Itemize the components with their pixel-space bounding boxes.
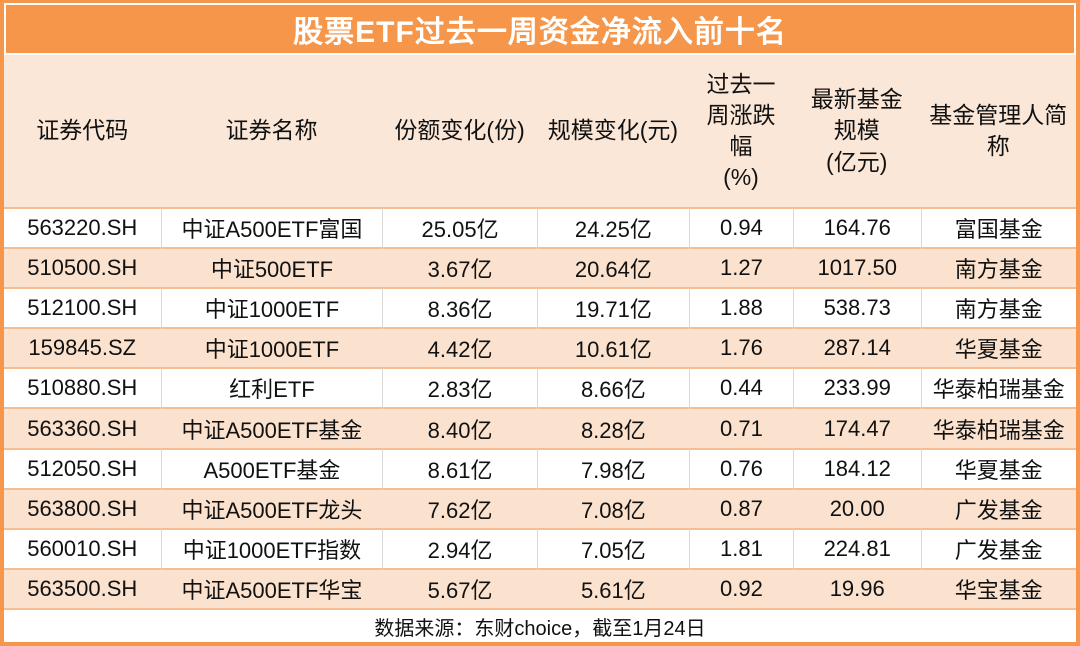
cell-security-name: 红利ETF: [160, 367, 383, 408]
cell-scale-change: 7.05亿: [536, 527, 689, 568]
table-row: 563220.SH 中证A500ETF富国 25.05亿 24.25亿 0.94…: [4, 207, 1076, 248]
cell-week-change-pct: 1.27: [688, 247, 793, 288]
cell-latest-fund-size: 164.76: [792, 207, 921, 248]
cell-fund-manager: 华夏基金: [920, 327, 1076, 368]
cell-share-change: 2.94亿: [382, 527, 537, 568]
cell-latest-fund-size: 538.73: [792, 287, 921, 328]
col-header-share-change: 份额变化(份): [382, 55, 537, 207]
cell-security-code: 563360.SH: [4, 407, 161, 448]
cell-share-change: 5.67亿: [382, 567, 537, 608]
table-row: 510880.SH 红利ETF 2.83亿 8.66亿 0.44 233.99 …: [4, 367, 1076, 408]
cell-security-code: 512100.SH: [4, 287, 161, 328]
cell-scale-change: 8.28亿: [536, 407, 689, 448]
cell-scale-change: 5.61亿: [536, 567, 689, 608]
col-header-fund-manager: 基金管理人简 称: [920, 55, 1076, 207]
cell-security-code: 560010.SH: [4, 527, 161, 568]
table-row: 159845.SZ 中证1000ETF 4.42亿 10.61亿 1.76 28…: [4, 327, 1076, 368]
cell-week-change-pct: 0.87: [688, 487, 793, 528]
table-body: 563220.SH 中证A500ETF富国 25.05亿 24.25亿 0.94…: [4, 207, 1076, 608]
cell-scale-change: 7.98亿: [536, 447, 689, 488]
cell-security-code: 159845.SZ: [4, 327, 161, 368]
cell-latest-fund-size: 1017.50: [792, 247, 921, 288]
cell-week-change-pct: 0.44: [688, 367, 793, 408]
cell-week-change-pct: 0.71: [688, 407, 793, 448]
col-header-week-change-pct: 过去一 周涨跌 幅 (%): [688, 55, 793, 207]
cell-fund-manager: 华泰柏瑞基金: [920, 367, 1076, 408]
cell-scale-change: 7.08亿: [536, 487, 689, 528]
cell-week-change-pct: 0.76: [688, 447, 793, 488]
table-row: 510500.SH 中证500ETF 3.67亿 20.64亿 1.27 101…: [4, 247, 1076, 288]
page-title: 股票ETF过去一周资金净流入前十名: [293, 16, 787, 49]
cell-security-name: 中证A500ETF龙头: [160, 487, 383, 528]
cell-security-name: 中证500ETF: [160, 247, 383, 288]
col-header-scale-change: 规模变化(元): [536, 55, 689, 207]
cell-share-change: 8.61亿: [382, 447, 537, 488]
cell-fund-manager: 华宝基金: [920, 567, 1076, 608]
cell-security-code: 510500.SH: [4, 247, 161, 288]
etf-inflow-table: 证券代码 证券名称 份额变化(份) 规模变化(元) 过去一 周涨跌 幅 (%) …: [4, 55, 1076, 608]
cell-latest-fund-size: 20.00: [792, 487, 921, 528]
cell-share-change: 8.40亿: [382, 407, 537, 448]
cell-week-change-pct: 0.94: [688, 207, 793, 248]
table-row: 563500.SH 中证A500ETF华宝 5.67亿 5.61亿 0.92 1…: [4, 567, 1076, 608]
cell-security-name: 中证A500ETF基金: [160, 407, 383, 448]
table-row: 563800.SH 中证A500ETF龙头 7.62亿 7.08亿 0.87 2…: [4, 487, 1076, 528]
cell-scale-change: 19.71亿: [536, 287, 689, 328]
col-header-latest-fund-size: 最新基金 规模 (亿元): [792, 55, 921, 207]
cell-week-change-pct: 1.88: [688, 287, 793, 328]
cell-fund-manager: 南方基金: [920, 287, 1076, 328]
cell-latest-fund-size: 233.99: [792, 367, 921, 408]
table-row: 512100.SH 中证1000ETF 8.36亿 19.71亿 1.88 53…: [4, 287, 1076, 328]
cell-security-code: 563500.SH: [4, 567, 161, 608]
cell-latest-fund-size: 224.81: [792, 527, 921, 568]
cell-security-code: 512050.SH: [4, 447, 161, 488]
cell-fund-manager: 华泰柏瑞基金: [920, 407, 1076, 448]
cell-latest-fund-size: 184.12: [792, 447, 921, 488]
cell-fund-manager: 南方基金: [920, 247, 1076, 288]
cell-fund-manager: 华夏基金: [920, 447, 1076, 488]
cell-week-change-pct: 1.81: [688, 527, 793, 568]
cell-latest-fund-size: 287.14: [792, 327, 921, 368]
cell-fund-manager: 富国基金: [920, 207, 1076, 248]
page-title-bar: 股票ETF过去一周资金净流入前十名: [4, 3, 1076, 55]
source-note: 数据来源：东财choice，截至1月24日: [4, 608, 1076, 642]
cell-share-change: 2.83亿: [382, 367, 537, 408]
cell-security-code: 563800.SH: [4, 487, 161, 528]
table-row: 560010.SH 中证1000ETF指数 2.94亿 7.05亿 1.81 2…: [4, 527, 1076, 568]
col-header-security-code: 证券代码: [4, 55, 161, 207]
cell-scale-change: 8.66亿: [536, 367, 689, 408]
cell-scale-change: 10.61亿: [536, 327, 689, 368]
table-row: 512050.SH A500ETF基金 8.61亿 7.98亿 0.76 184…: [4, 447, 1076, 488]
cell-share-change: 25.05亿: [382, 207, 537, 248]
table-header-row: 证券代码 证券名称 份额变化(份) 规模变化(元) 过去一 周涨跌 幅 (%) …: [4, 55, 1076, 207]
cell-share-change: 4.42亿: [382, 327, 537, 368]
cell-security-name: 中证1000ETF: [160, 327, 383, 368]
cell-latest-fund-size: 19.96: [792, 567, 921, 608]
etf-table-container: 证券代码 证券名称 份额变化(份) 规模变化(元) 过去一 周涨跌 幅 (%) …: [4, 55, 1076, 608]
cell-share-change: 3.67亿: [382, 247, 537, 288]
cell-scale-change: 24.25亿: [536, 207, 689, 248]
cell-week-change-pct: 1.76: [688, 327, 793, 368]
cell-security-name: 中证1000ETF: [160, 287, 383, 328]
cell-security-name: 中证A500ETF富国: [160, 207, 383, 248]
cell-security-code: 510880.SH: [4, 367, 161, 408]
cell-security-name: A500ETF基金: [160, 447, 383, 488]
col-header-security-name: 证券名称: [160, 55, 383, 207]
cell-fund-manager: 广发基金: [920, 527, 1076, 568]
table-row: 563360.SH 中证A500ETF基金 8.40亿 8.28亿 0.71 1…: [4, 407, 1076, 448]
cell-security-name: 中证A500ETF华宝: [160, 567, 383, 608]
cell-share-change: 8.36亿: [382, 287, 537, 328]
cell-week-change-pct: 0.92: [688, 567, 793, 608]
cell-share-change: 7.62亿: [382, 487, 537, 528]
cell-fund-manager: 广发基金: [920, 487, 1076, 528]
cell-security-code: 563220.SH: [4, 207, 161, 248]
cell-latest-fund-size: 174.47: [792, 407, 921, 448]
cell-security-name: 中证1000ETF指数: [160, 527, 383, 568]
cell-scale-change: 20.64亿: [536, 247, 689, 288]
